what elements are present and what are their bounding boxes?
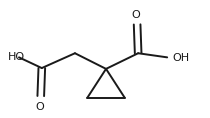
Text: O: O [132, 10, 140, 20]
Text: OH: OH [172, 53, 189, 63]
Text: O: O [35, 102, 44, 112]
Text: HO: HO [8, 52, 25, 62]
